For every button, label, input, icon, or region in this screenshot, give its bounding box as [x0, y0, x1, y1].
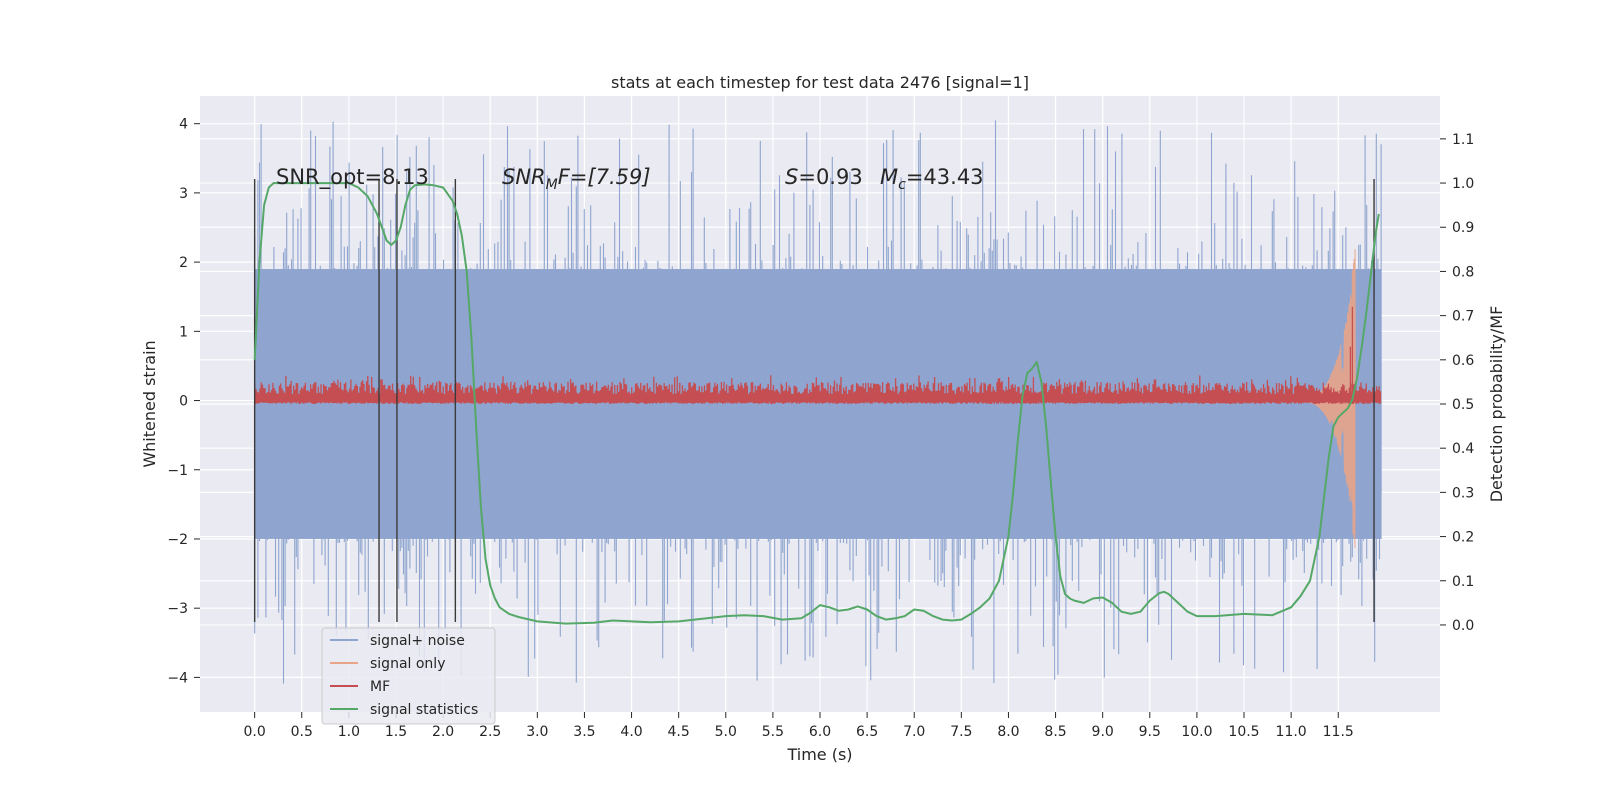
- vertical-markers: [253, 179, 1375, 623]
- signal-noise-series: [254, 120, 1382, 684]
- y-right-tick-label-2: 0.2: [1452, 530, 1474, 546]
- y-left-tick-label-0: −4: [167, 670, 188, 686]
- y-right-tick-label-9: 0.9: [1452, 220, 1474, 236]
- annotation-mc: Mc=43.43: [880, 165, 984, 193]
- x-tick-label-16: 8.0: [997, 724, 1019, 740]
- y-left-tick-label-7: 3: [179, 186, 188, 202]
- x-tick-label-10: 5.0: [715, 724, 737, 740]
- y-right-tick-label-10: 1.0: [1452, 176, 1474, 192]
- x-tick-label-23: 11.5: [1323, 724, 1354, 740]
- x-tick-label-22: 11.0: [1276, 724, 1307, 740]
- x-tick-label-20: 10.0: [1181, 724, 1212, 740]
- y-left-axis-ticks: −4 −3 −2 −1 0 1 2 3 4: [167, 117, 200, 686]
- x-tick-label-5: 2.5: [479, 724, 501, 740]
- x-tick-label-12: 6.0: [809, 724, 831, 740]
- signal-statistics-series: [253, 182, 1380, 625]
- y-right-tick-label-1: 0.1: [1452, 574, 1474, 590]
- x-tick-label-11: 5.5: [762, 724, 784, 740]
- y-right-tick-label-5: 0.5: [1452, 397, 1474, 413]
- y-left-tick-label-6: 2: [179, 255, 188, 271]
- x-tick-label-17: 8.5: [1044, 724, 1066, 740]
- y-right-tick-label-11: 1.1: [1452, 132, 1474, 148]
- y-right-axis-label: Detection probability/MF: [1487, 306, 1506, 503]
- x-tick-label-7: 3.5: [573, 724, 595, 740]
- y-right-axis-ticks: 0.0 0.1 0.2 0.3 0.4 0.5 0.6 0.7 0.8 0.9 1.0 1.1: [1440, 132, 1474, 634]
- x-tick-label-13: 6.5: [856, 724, 878, 740]
- x-tick-label-9: 4.5: [668, 724, 690, 740]
- y-left-tick-label-3: −1: [167, 463, 188, 479]
- x-tick-label-6: 3.0: [526, 724, 548, 740]
- y-right-tick-label-0: 0.0: [1452, 618, 1474, 634]
- y-right-tick-label-8: 0.8: [1452, 264, 1474, 280]
- x-tick-label-0: 0.0: [244, 724, 266, 740]
- x-tick-label-14: 7.0: [903, 724, 925, 740]
- legend-label-signal-only: signal only: [370, 656, 445, 672]
- y-left-tick-label-8: 4: [179, 117, 188, 133]
- legend-label-mf: MF: [370, 679, 390, 695]
- y-left-axis-label: Whitened strain: [140, 340, 159, 467]
- y-left-tick-label-5: 1: [179, 324, 188, 340]
- chart-title: stats at each timestep for test data 247…: [611, 73, 1029, 92]
- y-right-tick-label-6: 0.6: [1452, 353, 1474, 369]
- x-tick-label-21: 10.5: [1228, 724, 1259, 740]
- y-right-tick-label-7: 0.7: [1452, 309, 1474, 325]
- x-tick-label-2: 1.0: [338, 724, 360, 740]
- x-tick-label-18: 9.0: [1092, 724, 1114, 740]
- y-left-tick-label-1: −3: [167, 601, 188, 617]
- annotation-s: S=0.93: [785, 165, 863, 189]
- y-left-tick-label-4: 0: [179, 394, 188, 410]
- legend-label-signal-noise: signal+ noise: [370, 633, 465, 649]
- x-tick-label-8: 4.0: [620, 724, 642, 740]
- x-tick-label-3: 1.5: [385, 724, 407, 740]
- signal-statistics-line: [253, 182, 1380, 625]
- x-tick-label-19: 9.5: [1139, 724, 1161, 740]
- y-right-tick-label-3: 0.3: [1452, 485, 1474, 501]
- x-axis-ticks: 0.0 0.5 1.0 1.5 2.0 2.5 3.0 3.5 4.0 4.5 5.0 5.5 6.0 6…: [244, 712, 1354, 740]
- x-tick-label-15: 7.5: [950, 724, 972, 740]
- annotation-snr-mf: SNRMF=[7.59]: [502, 165, 651, 193]
- legend-label-signal-statistics: signal statistics: [370, 702, 478, 718]
- x-tick-label-1: 0.5: [291, 724, 313, 740]
- x-tick-label-4: 2.0: [432, 724, 454, 740]
- x-axis-label: Time (s): [786, 745, 852, 764]
- y-right-tick-label-4: 0.4: [1452, 441, 1474, 457]
- annotation-snr-opt: SNR_opt=8.13: [276, 165, 429, 190]
- y-left-tick-label-2: −2: [167, 532, 188, 548]
- legend-box: [321, 627, 496, 725]
- legend: signal+ noise signal only MF signal stat…: [321, 627, 496, 725]
